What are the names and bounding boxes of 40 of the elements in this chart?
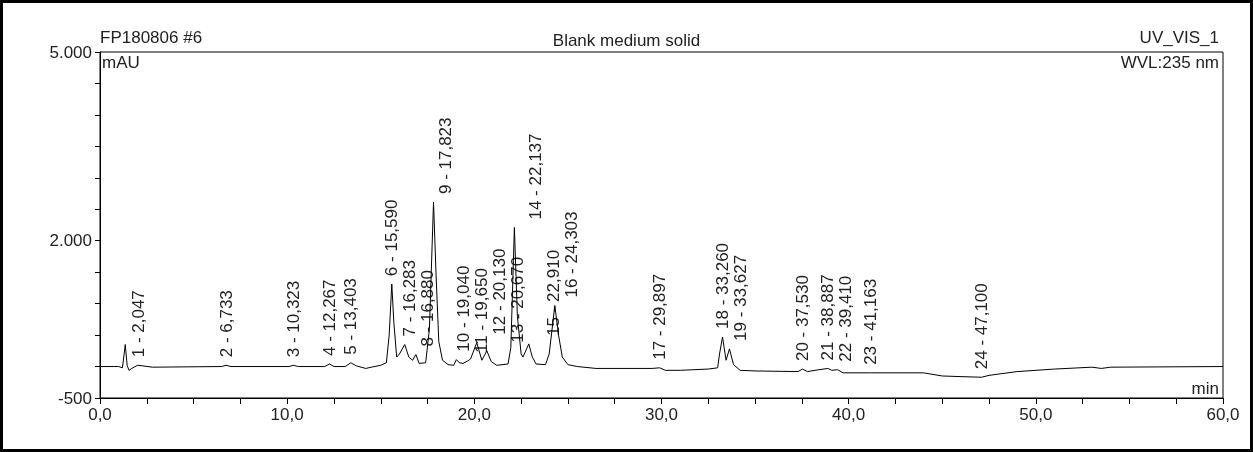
chart-title: Blank medium solid (552, 31, 701, 50)
annotation: 20 - 37,530 (792, 275, 812, 362)
annotation: WVL:235 nm (1120, 53, 1219, 72)
y-tick-label: -500 (57, 388, 92, 408)
annotation: 7 - 16,283 (400, 259, 420, 337)
annotation: 23 - 41,163 (860, 278, 880, 365)
annotation: 13 - 20,670 (508, 256, 528, 343)
x-tick-label: 0,0 (88, 405, 112, 424)
y-tick-label: 5.000 (49, 42, 92, 62)
annotation: 11 - 19,650 (472, 268, 492, 353)
x-tick-label: 20,0 (457, 405, 491, 424)
annotation: 5 - 13,403 (341, 278, 361, 355)
annotation: 16 - 24,303 (562, 211, 582, 298)
text: UV_VIS_1 (1139, 28, 1220, 47)
x-tick-label: 30,0 (644, 405, 679, 424)
annotation: 19 - 33,627 (731, 254, 751, 341)
annotation: 17 - 29,897 (650, 273, 670, 360)
annotation: 2 - 6,733 (216, 290, 236, 358)
annotation: 4 - 12,267 (320, 279, 340, 357)
annotation: 8 - 16,880 (418, 270, 438, 347)
y-tick-label: 2.000 (49, 231, 92, 251)
x-axis-title: min (1191, 379, 1220, 398)
annotation: 3 - 10,323 (283, 280, 303, 358)
annotation: 1 - 2,047 (128, 290, 148, 358)
y-axis-title: mAU (102, 53, 140, 72)
annotation: 21 - 38,887 (818, 274, 838, 361)
annotation: 22 - 39,410 (836, 275, 856, 362)
x-tick-label: 50,0 (1019, 405, 1053, 424)
annotation: 15 - 22,910 (544, 249, 564, 336)
annotation: 24 - 47,100 (972, 283, 992, 370)
annotation: 14 - 22,137 (526, 133, 546, 220)
x-tick-label: 60,0 (1206, 405, 1240, 424)
x-tick-label: 10,0 (270, 405, 304, 424)
annotation: 6 - 15,590 (382, 199, 402, 277)
annotation: 18 - 33,260 (713, 242, 733, 329)
annotation: 10 - 19,040 (454, 265, 474, 352)
x-tick-label: 40,0 (832, 405, 866, 424)
annotation: 9 - 17,823 (436, 117, 456, 195)
text: FP180806 #6 (100, 28, 203, 47)
annotation: 12 - 20,130 (490, 248, 510, 335)
